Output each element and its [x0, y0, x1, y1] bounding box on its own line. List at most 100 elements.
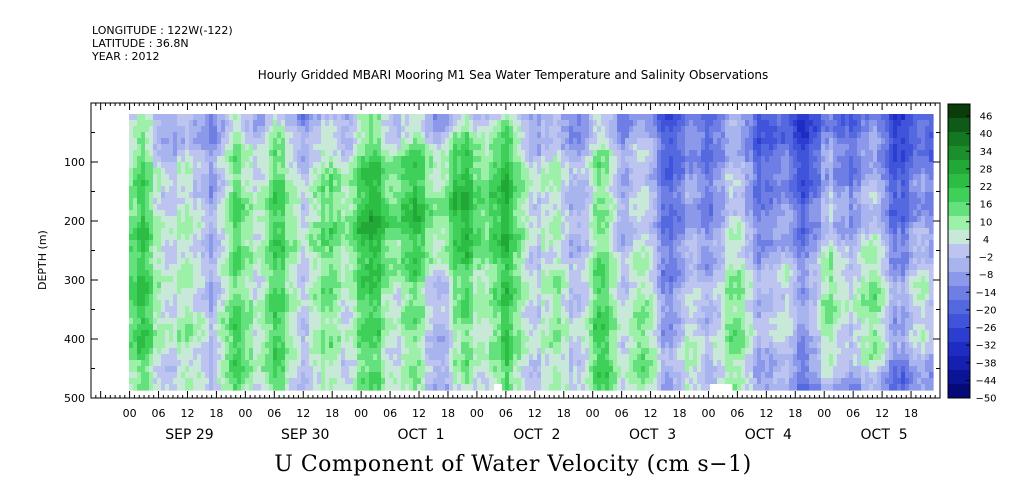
heatmap-cell [261, 342, 266, 349]
heatmap-cell [489, 234, 494, 241]
heatmap-cell [285, 258, 290, 265]
heatmap-cell [197, 348, 202, 355]
heatmap-cell [453, 114, 458, 121]
heatmap-cell [245, 150, 250, 157]
heatmap-cell [553, 168, 558, 175]
heatmap-cell [409, 198, 414, 205]
heatmap-cell [445, 198, 450, 205]
heatmap-cell [549, 366, 554, 373]
heatmap-cell [205, 300, 210, 307]
heatmap-cell [185, 288, 190, 295]
heatmap-cell [353, 114, 358, 121]
heatmap-cell [129, 384, 134, 391]
heatmap-cell [389, 126, 394, 133]
heatmap-cell [169, 372, 174, 379]
heatmap-cell [353, 138, 358, 145]
heatmap-cell [313, 222, 318, 229]
heatmap-cell [401, 384, 406, 391]
heatmap-cell [293, 216, 298, 223]
heatmap-cell [445, 162, 450, 169]
heatmap-cell [545, 288, 550, 295]
heatmap-cell [345, 312, 350, 319]
heatmap-cell [349, 192, 354, 199]
heatmap-cell [341, 336, 346, 343]
heatmap-cell [433, 252, 438, 259]
heatmap-cell [541, 156, 546, 163]
heatmap-cell [289, 330, 294, 337]
heatmap-cell [241, 372, 246, 379]
heatmap-cell [405, 348, 410, 355]
heatmap-cell [309, 240, 314, 247]
heatmap-cell [213, 144, 218, 151]
heatmap-cell [513, 120, 518, 127]
heatmap-cell [505, 342, 510, 349]
heatmap-cell [545, 210, 550, 217]
heatmap-cell [537, 192, 542, 199]
heatmap-cell [485, 144, 490, 151]
heatmap-cell [145, 114, 150, 121]
heatmap-cell [129, 120, 134, 127]
heatmap-cell [197, 114, 202, 121]
heatmap-cell [157, 282, 162, 289]
heatmap-cell [405, 264, 410, 271]
heatmap-cell [281, 294, 286, 301]
heatmap-cell [161, 144, 166, 151]
heatmap-cell [449, 324, 454, 331]
heatmap-cell [361, 354, 366, 361]
heatmap-cell [229, 246, 234, 253]
heatmap-cell [401, 342, 406, 349]
heatmap-cell [389, 366, 394, 373]
heatmap-cell [281, 120, 286, 127]
heatmap-cell [129, 150, 134, 157]
heatmap-cell [505, 306, 510, 313]
heatmap-cell [445, 132, 450, 139]
heatmap-cell [501, 126, 506, 133]
heatmap-cell [309, 156, 314, 163]
heatmap-cell [245, 306, 250, 313]
heatmap-cell [221, 372, 226, 379]
heatmap-cell [205, 336, 210, 343]
heatmap-cell [409, 156, 414, 163]
heatmap-cell [449, 162, 454, 169]
heatmap-cell [393, 120, 398, 127]
heatmap-cell [161, 138, 166, 145]
heatmap-cell [533, 132, 538, 139]
heatmap-cell [213, 324, 218, 331]
heatmap-cell [269, 312, 274, 319]
heatmap-cell [489, 132, 494, 139]
heatmap-cell [413, 246, 418, 253]
heatmap-cell [481, 264, 486, 271]
heatmap-cell [221, 204, 226, 211]
heatmap-cell [469, 138, 474, 145]
heatmap-cell [145, 138, 150, 145]
heatmap-cell [317, 342, 322, 349]
heatmap-cell [301, 228, 306, 235]
heatmap-cell [161, 372, 166, 379]
heatmap-cell [413, 300, 418, 307]
heatmap-cell [137, 354, 142, 361]
heatmap-cell [525, 228, 530, 235]
heatmap-cell [453, 162, 458, 169]
heatmap-cell [497, 114, 502, 121]
heatmap-cell [513, 318, 518, 325]
heatmap-cell [537, 216, 542, 223]
heatmap-cell [233, 120, 238, 127]
heatmap-cell [421, 156, 426, 163]
heatmap-cell [345, 168, 350, 175]
heatmap-cell [481, 336, 486, 343]
heatmap-cell [181, 276, 186, 283]
heatmap-cell [233, 162, 238, 169]
heatmap-cell [417, 342, 422, 349]
heatmap-cell [461, 246, 466, 253]
heatmap-cell [173, 336, 178, 343]
heatmap-cell [533, 372, 538, 379]
heatmap-cell [177, 234, 182, 241]
heatmap-cell [381, 366, 386, 373]
heatmap-cell [265, 132, 270, 139]
heatmap-cell [501, 258, 506, 265]
heatmap-cell [389, 294, 394, 301]
heatmap-cell [417, 210, 422, 217]
heatmap-cell [397, 216, 402, 223]
heatmap-cell [173, 138, 178, 145]
heatmap-cell [557, 264, 562, 271]
